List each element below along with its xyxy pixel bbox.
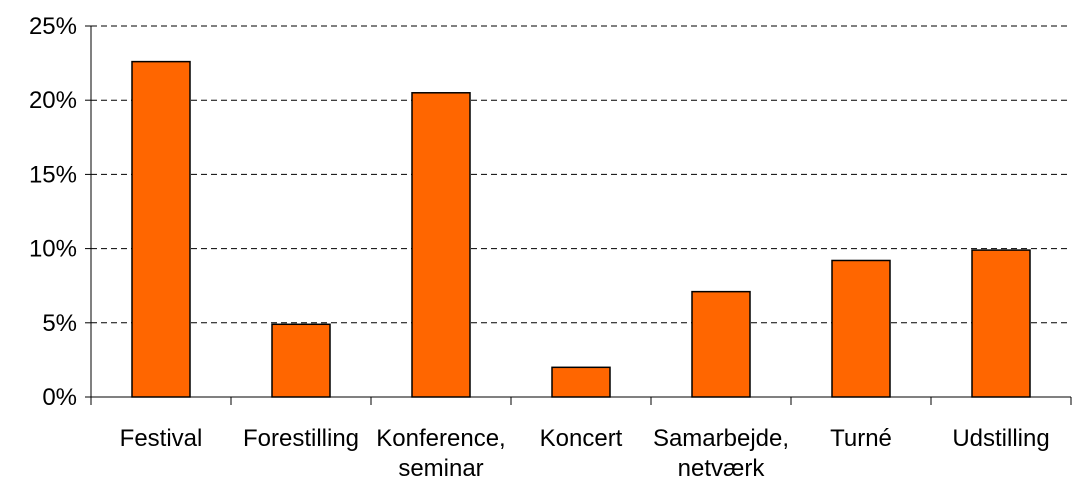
x-category-label: netværk [678, 455, 766, 482]
gridlines [91, 25, 1071, 324]
bar [271, 323, 331, 398]
bars [131, 60, 1031, 398]
x-category-label: Udstilling [952, 425, 1049, 452]
x-category-labels: Festival Forestilling Konference, seminar Ko… [120, 425, 1050, 482]
x-category-label: Forestilling [243, 425, 359, 452]
bar [971, 249, 1031, 398]
y-tick-label: 20% [29, 87, 77, 114]
x-category-label: Samarbejde, [653, 425, 789, 452]
x-category-label: Koncert [540, 425, 623, 452]
x-category-label: Konference, [376, 425, 505, 452]
y-tick-label: 5% [42, 310, 77, 337]
x-category-label: seminar [398, 455, 483, 482]
y-tick-labels: 0% 5% 10% 15% 20% 25% [29, 13, 77, 411]
y-tick-label: 25% [29, 13, 77, 40]
bar [831, 259, 891, 398]
bar [691, 290, 751, 398]
x-category-label: Festival [120, 425, 203, 452]
bar [131, 60, 191, 398]
x-category-label: Turné [830, 425, 892, 452]
y-tick-label: 15% [29, 161, 77, 188]
bar [551, 366, 611, 398]
y-tick-label: 0% [42, 384, 77, 411]
axes [85, 25, 1072, 405]
bar [411, 92, 471, 398]
y-tick-label: 10% [29, 236, 77, 263]
